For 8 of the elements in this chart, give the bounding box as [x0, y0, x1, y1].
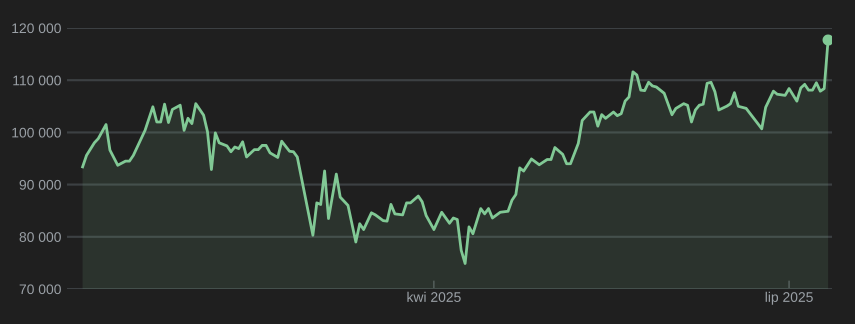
y-tick-label: 100 000: [12, 128, 61, 138]
y-tick-label: 70 000: [20, 284, 61, 294]
x-tick-label: lip 2025: [766, 292, 813, 305]
y-tick-label: 80 000: [20, 232, 61, 242]
y-tick-label: 90 000: [20, 180, 61, 190]
x-tick-label: kwi 2025: [407, 292, 461, 302]
y-tick-label: 110 000: [13, 76, 61, 86]
y-tick-label: 120 000: [12, 23, 61, 34]
